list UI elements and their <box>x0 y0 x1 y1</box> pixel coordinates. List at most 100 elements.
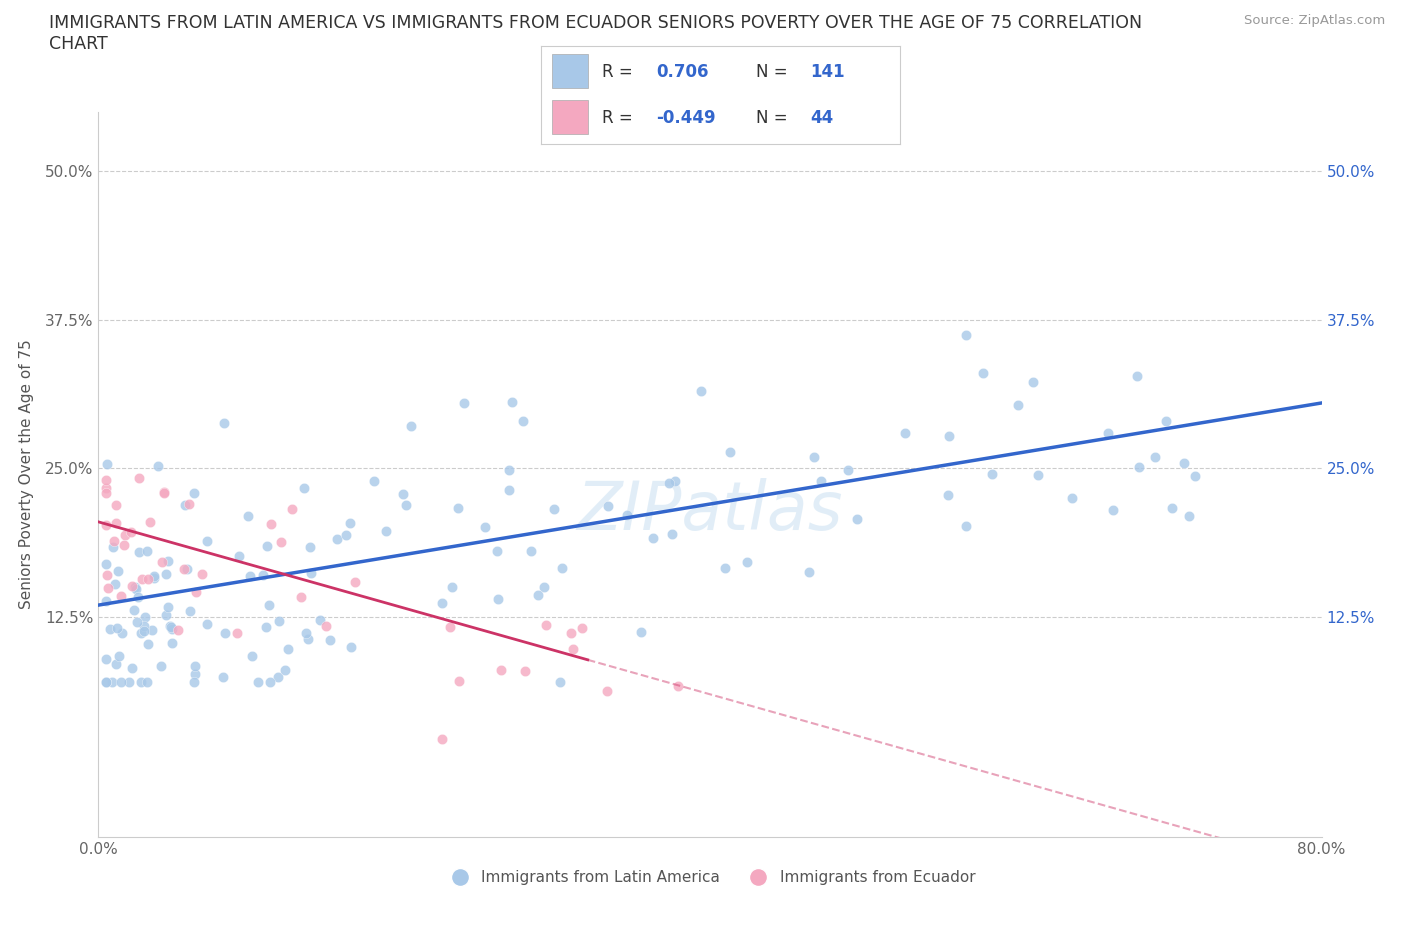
Point <box>135 544 157 559</box>
Point <box>150 658 173 673</box>
Point <box>252 567 274 582</box>
Text: 0.706: 0.706 <box>657 63 709 81</box>
Point <box>212 415 235 430</box>
Point <box>1007 398 1029 413</box>
Point <box>179 604 201 618</box>
Point <box>502 394 524 409</box>
Point <box>449 674 471 689</box>
Point <box>131 571 153 586</box>
Point <box>453 396 475 411</box>
Point <box>184 667 207 682</box>
Point <box>101 539 124 554</box>
Point <box>343 574 366 589</box>
Point <box>107 564 129 578</box>
Point <box>105 621 128 636</box>
Point <box>155 566 177 581</box>
Point <box>643 530 665 545</box>
Text: IMMIGRANTS FROM LATIN AMERICA VS IMMIGRANTS FROM ECUADOR SENIORS POVERTY OVER TH: IMMIGRANTS FROM LATIN AMERICA VS IMMIGRA… <box>49 14 1142 32</box>
Point <box>1128 459 1150 474</box>
Point <box>955 518 977 533</box>
Point <box>107 649 129 664</box>
Point <box>1160 500 1182 515</box>
Point <box>309 612 332 627</box>
Point <box>955 327 977 342</box>
Point <box>938 429 960 444</box>
Point <box>690 383 713 398</box>
Point <box>374 524 396 538</box>
Point <box>236 509 259 524</box>
Point <box>260 516 283 531</box>
Point <box>121 660 143 675</box>
Point <box>295 625 318 640</box>
Point <box>339 515 361 530</box>
Point <box>714 561 737 576</box>
Point <box>936 487 959 502</box>
Point <box>97 580 120 595</box>
Point <box>136 571 159 586</box>
Point <box>439 619 461 634</box>
Point <box>118 675 141 690</box>
Point <box>124 582 146 597</box>
Point <box>94 557 117 572</box>
Point <box>94 481 117 496</box>
Point <box>225 626 247 641</box>
Point <box>498 462 520 477</box>
Y-axis label: Seniors Poverty Over the Age of 75: Seniors Poverty Over the Age of 75 <box>18 339 34 609</box>
Text: R =: R = <box>602 63 638 81</box>
Point <box>894 425 917 440</box>
Point <box>173 498 195 513</box>
Point <box>139 514 162 529</box>
Point <box>121 579 143 594</box>
Point <box>598 498 620 513</box>
Point <box>1178 509 1201 524</box>
Point <box>1060 490 1083 505</box>
Point <box>735 554 758 569</box>
Point <box>267 614 290 629</box>
Point <box>167 623 190 638</box>
Point <box>195 534 218 549</box>
Point <box>1022 375 1045 390</box>
Point <box>718 445 741 459</box>
Point <box>177 497 200 512</box>
Text: 44: 44 <box>810 109 834 126</box>
Point <box>661 526 683 541</box>
Point <box>259 675 281 690</box>
Point <box>340 640 363 655</box>
Point <box>129 675 152 690</box>
Point <box>519 544 541 559</box>
Point <box>256 539 278 554</box>
Point <box>527 588 550 603</box>
Point <box>616 507 638 522</box>
Point <box>533 579 555 594</box>
Point <box>1097 426 1119 441</box>
Point <box>162 622 184 637</box>
Point <box>498 483 520 498</box>
Point <box>142 568 165 583</box>
Point <box>254 620 277 635</box>
Point <box>101 675 124 690</box>
Point <box>399 418 422 433</box>
Point <box>837 463 859 478</box>
Point <box>1143 450 1166 465</box>
Point <box>135 675 157 690</box>
Point <box>124 579 146 594</box>
Point <box>803 449 825 464</box>
Point <box>183 675 205 690</box>
Point <box>515 663 537 678</box>
Point <box>810 473 832 488</box>
Point <box>247 675 270 690</box>
Point <box>1184 469 1206 484</box>
Point <box>543 501 565 516</box>
Point <box>157 553 180 568</box>
Point <box>551 561 574 576</box>
Point <box>128 545 150 560</box>
Point <box>96 567 118 582</box>
Point <box>240 649 263 664</box>
Point <box>96 457 118 472</box>
Point <box>153 486 176 501</box>
Text: N =: N = <box>756 63 793 81</box>
Point <box>160 635 183 650</box>
Point <box>105 515 128 530</box>
Point <box>156 600 179 615</box>
Point <box>666 679 689 694</box>
